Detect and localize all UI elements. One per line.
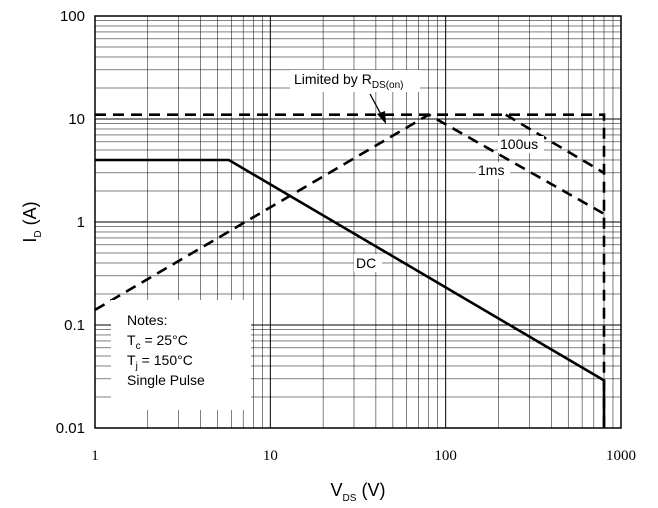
tick-labels: 1 10 100 1000 0.01 0.1 1 10 100 bbox=[56, 8, 636, 464]
x-tick-label: 100 bbox=[434, 448, 457, 464]
100us-label-bg bbox=[498, 136, 544, 153]
series-line-100us bbox=[505, 113, 605, 175]
notes-title: Notes: bbox=[127, 312, 167, 328]
rds-on-label: Limited by RDS(on) bbox=[294, 71, 404, 91]
note-tj: Tj = 150°C bbox=[127, 352, 193, 372]
plot-grid bbox=[95, 16, 621, 428]
y-tick-label: 0.01 bbox=[56, 420, 85, 437]
x-axis-label: VDS (V) bbox=[331, 480, 386, 504]
y-tick-label: 0.1 bbox=[64, 317, 85, 334]
x-tick-label: 10 bbox=[263, 448, 278, 464]
x-tick-label: 1000 bbox=[606, 448, 636, 464]
plot-frame bbox=[94, 15, 622, 429]
x-tick-label: 1 bbox=[91, 448, 99, 464]
y-tick-label: 1 bbox=[77, 214, 85, 231]
rds-arrow bbox=[369, 93, 386, 124]
1ms-label: 1ms bbox=[478, 162, 504, 178]
100us-label: 100us bbox=[500, 136, 538, 152]
note-tc: Tc = 25°C bbox=[127, 332, 188, 352]
dc-label-bg bbox=[354, 254, 382, 272]
y-tick-label: 10 bbox=[68, 111, 85, 128]
note-single-pulse: Single Pulse bbox=[127, 372, 205, 388]
series-line-rds-limit bbox=[95, 113, 606, 428]
y-tick-label: 100 bbox=[60, 8, 85, 25]
1ms-label-bg bbox=[476, 162, 510, 179]
dc-label: DC bbox=[356, 255, 376, 271]
notes-box bbox=[111, 300, 251, 410]
y-axis-label: ID (A) bbox=[20, 201, 44, 242]
rds-label-bg bbox=[290, 70, 420, 92]
plot-series bbox=[94, 113, 606, 428]
